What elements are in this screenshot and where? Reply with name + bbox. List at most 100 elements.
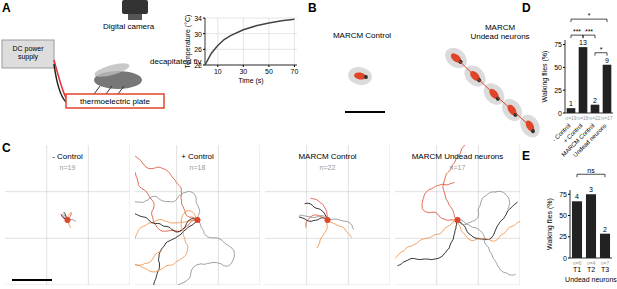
tick-label: 50: [554, 64, 562, 71]
significance-bracket: [577, 174, 605, 177]
grid-line: [135, 238, 260, 239]
tick-label: T1: [573, 266, 581, 273]
tick-label: T2: [587, 266, 595, 273]
start-point: [325, 217, 331, 223]
grid-line: [5, 285, 130, 286]
grid-line: [265, 238, 390, 239]
significance-label: *: [588, 12, 591, 19]
axis-label: Walking flies (%): [546, 198, 554, 250]
axis-label: Undead neurons: [565, 276, 617, 283]
bar: [572, 201, 582, 258]
axis-label: Walking flies (%): [541, 51, 549, 103]
trajectory: [422, 182, 458, 220]
grid-line: [260, 145, 261, 285]
significance-bracket: [583, 35, 595, 38]
tick-label: 22: [194, 62, 202, 69]
grid-line: [306, 145, 307, 285]
fly-leg: [118, 86, 124, 94]
panel-label: B: [308, 1, 317, 15]
tick-label: 75: [554, 41, 562, 48]
fly-path: [456, 58, 530, 126]
trajectory: [458, 191, 510, 225]
n-label: n=22: [320, 164, 336, 171]
panel-title: MARCM Control: [333, 31, 391, 40]
panel-label: C: [2, 141, 11, 155]
start-point: [65, 217, 71, 223]
thermoelectric-plate: [66, 94, 164, 108]
grid-line: [5, 238, 130, 239]
panel-label: D: [522, 1, 531, 15]
trajectory: [395, 220, 458, 267]
trajectory: [299, 215, 327, 220]
camera-lens: [128, 14, 142, 20]
n-label: n=19: [565, 115, 576, 121]
grid-line: [176, 145, 177, 285]
trajectory-panel: [5, 145, 130, 285]
count-label: 3: [589, 186, 593, 193]
significance-bracket: [571, 19, 607, 22]
significance-label: ***: [585, 28, 593, 35]
scale-bar: [345, 111, 385, 113]
temperature-chart: 2226303410305070Time (s)Temperature (°C): [184, 15, 298, 85]
panel-label: A: [2, 1, 11, 15]
trajectory: [317, 220, 328, 248]
grid-line: [205, 33, 297, 34]
grid-line: [218, 145, 219, 285]
plot-area: [567, 47, 612, 113]
significance-bracket: [595, 53, 607, 56]
bar: [567, 108, 576, 113]
fly-image: [347, 65, 374, 87]
trajectory-panel: [265, 145, 390, 285]
tick-label: 30: [239, 68, 247, 75]
trajectory: [328, 220, 352, 238]
significance-label: *: [600, 46, 603, 53]
bar-chart: 0255075Walking flies (%)4n=6T13n=4T22n=7…: [546, 167, 617, 283]
grid-line: [348, 145, 349, 285]
bar-chart: 0255075Walking flies (%)1n=19- Control13…: [541, 12, 613, 158]
trajectory: [458, 220, 516, 275]
axis: [565, 40, 613, 113]
count-label: 2: [603, 226, 607, 233]
n-label: n=18: [577, 115, 588, 121]
axis: [205, 18, 297, 65]
tick-label: 30: [194, 31, 202, 38]
grid-line: [5, 191, 130, 192]
scale-bar: [12, 279, 52, 281]
panel-area: [135, 145, 260, 285]
n-label: n=17: [450, 164, 466, 171]
count-label: 9: [605, 57, 609, 64]
panel-area: [395, 145, 520, 285]
grid-line: [395, 238, 520, 239]
panel-title: - Control: [52, 152, 83, 161]
trajectory: [135, 156, 198, 220]
plot-area: [205, 19, 294, 65]
axis-label: Time (s): [238, 77, 263, 85]
trajectory-panel: [387, 143, 523, 285]
tick-label: 75: [559, 191, 567, 198]
grid-line: [135, 191, 260, 192]
tick-label: 25: [559, 233, 567, 240]
tick-label: Undead neurons: [572, 122, 608, 158]
start-point: [455, 217, 461, 223]
panel-area: [265, 145, 390, 285]
grid-line: [436, 145, 437, 285]
trajectory: [135, 192, 200, 221]
label-line: DC power: [12, 45, 44, 53]
axis: [570, 190, 612, 258]
tick-label: 70: [291, 68, 299, 75]
grid-line: [294, 18, 295, 65]
grid-line: [395, 285, 520, 286]
grid-line: [520, 145, 521, 285]
n-label: n=19: [60, 164, 76, 171]
grid-line: [265, 285, 390, 286]
wire: [54, 64, 66, 102]
axis-label: Temperature (°C): [184, 15, 192, 69]
plate-label: thermoelectric plate: [80, 97, 150, 106]
trajectory: [458, 218, 521, 242]
fly-thorax: [364, 75, 369, 80]
grid-line: [265, 191, 390, 192]
grid-line: [88, 145, 89, 285]
tick-label: 10: [214, 68, 222, 75]
plot-area: [572, 194, 610, 258]
tick-label: 50: [559, 212, 567, 219]
